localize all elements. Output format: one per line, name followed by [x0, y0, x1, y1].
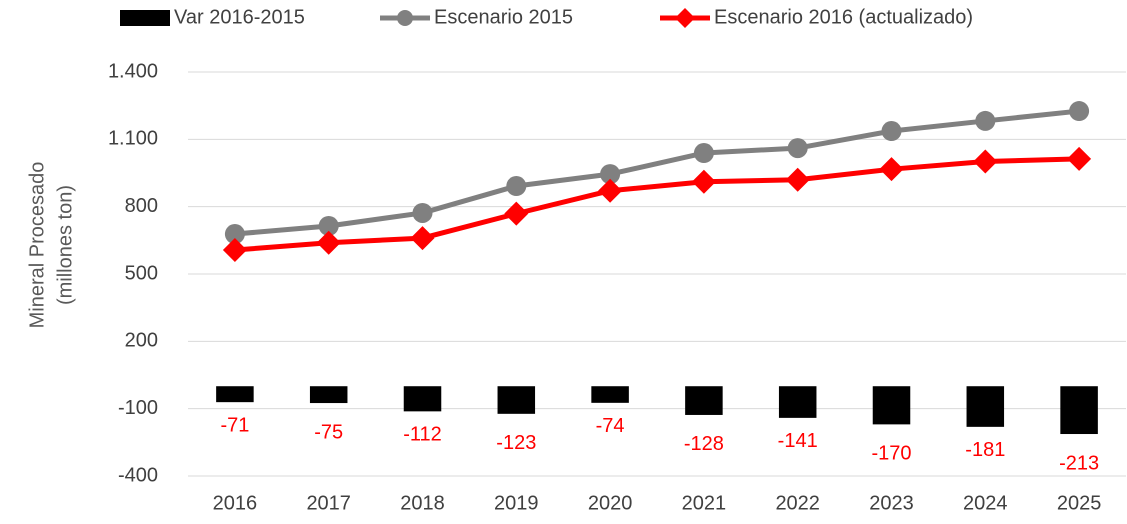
- line-marker: [318, 215, 339, 236]
- x-tick-label: 2016: [213, 492, 258, 514]
- line-marker: [879, 157, 904, 182]
- bar: [685, 386, 723, 415]
- line-marker: [787, 138, 808, 159]
- x-tick-label: 2023: [869, 492, 914, 514]
- data-label: -112: [403, 424, 442, 446]
- bar: [497, 386, 536, 414]
- x-tick-label: 2024: [963, 492, 1008, 514]
- line-marker: [316, 230, 341, 255]
- line-marker: [598, 178, 623, 203]
- x-tick-label: 2021: [682, 492, 727, 514]
- y-tick-label: 1.400: [108, 60, 158, 82]
- data-label: -213: [1059, 452, 1099, 474]
- data-label: -71: [220, 414, 249, 436]
- legend-marker: [675, 8, 695, 28]
- line-marker: [975, 110, 996, 131]
- line-marker: [222, 237, 247, 262]
- x-tick-label: 2025: [1057, 492, 1102, 514]
- line: [234, 108, 1080, 237]
- data-label: -74: [596, 415, 625, 437]
- line-marker: [1069, 101, 1090, 122]
- data-label: -75: [314, 421, 343, 443]
- x-tick-label: 2020: [588, 492, 633, 514]
- legend-label: Escenario 2015: [434, 6, 573, 28]
- line-marker: [785, 167, 810, 192]
- y-tick-label: -100: [118, 397, 158, 419]
- y-tick-label: 1.100: [108, 128, 158, 150]
- y-tick-label: 500: [125, 262, 158, 284]
- x-tick-label: 2019: [494, 492, 539, 514]
- data-label: -128: [684, 433, 724, 455]
- legend-swatch: [120, 10, 170, 26]
- bar: [966, 386, 1005, 427]
- bar: [216, 386, 254, 403]
- bar: [778, 386, 817, 418]
- legend-marker: [397, 10, 413, 26]
- line-marker: [1067, 146, 1092, 171]
- data-label: -170: [871, 443, 911, 465]
- data-label: -181: [965, 439, 1005, 461]
- data-label: -123: [496, 432, 536, 454]
- data-label: -141: [778, 430, 818, 452]
- line-marker: [410, 226, 435, 251]
- line-marker: [504, 201, 529, 226]
- line-marker: [412, 202, 433, 223]
- x-tick-label: 2018: [400, 492, 445, 514]
- line-marker: [693, 143, 714, 164]
- bar: [591, 386, 629, 403]
- bar: [872, 386, 911, 425]
- y-tick-label: 800: [125, 195, 158, 217]
- line-marker: [881, 121, 902, 142]
- y-tick-label: 200: [125, 330, 158, 352]
- y-axis-title: Mineral Procesado: [26, 162, 48, 329]
- bar: [403, 386, 442, 412]
- line-marker: [691, 169, 716, 194]
- legend-label: Escenario 2016 (actualizado): [714, 6, 973, 28]
- line-marker: [224, 224, 245, 245]
- line-marker: [600, 164, 621, 185]
- x-tick-label: 2022: [775, 492, 820, 514]
- line-marker: [506, 176, 527, 197]
- line-marker: [973, 149, 998, 174]
- legend-label: Var 2016-2015: [174, 6, 305, 28]
- y-axis-title: (millones ton): [54, 185, 76, 305]
- line: [234, 156, 1080, 253]
- y-tick-label: -400: [118, 464, 158, 486]
- x-tick-label: 2017: [306, 492, 351, 514]
- bar: [1060, 386, 1098, 435]
- bar: [309, 386, 348, 404]
